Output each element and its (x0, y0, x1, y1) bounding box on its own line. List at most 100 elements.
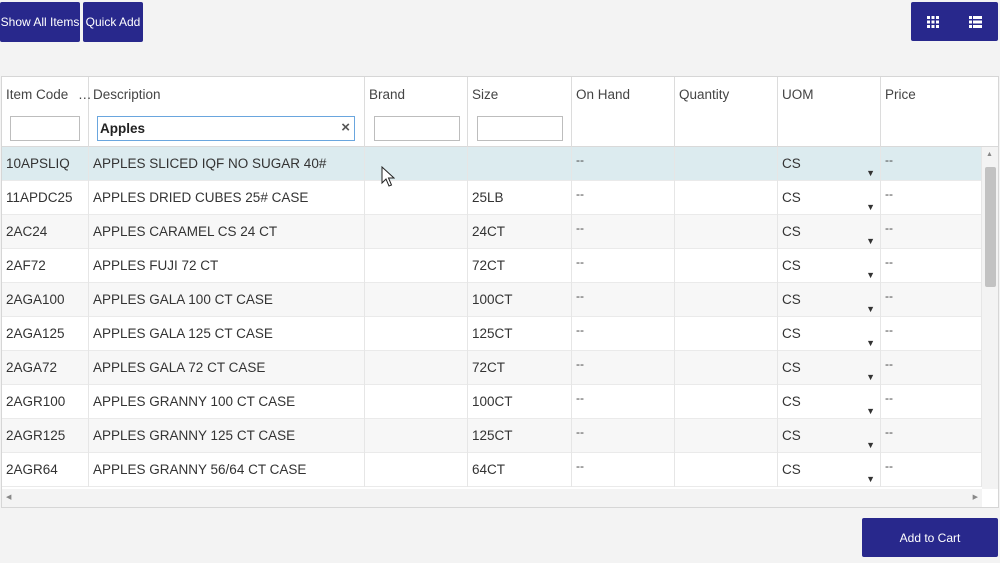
column-header-price[interactable]: Price (885, 87, 916, 102)
column-header-uom[interactable]: UOM (778, 77, 881, 147)
scrollbar-thumb[interactable] (985, 167, 996, 287)
description-cell: APPLES DRIED CUBES 25# CASE (89, 181, 365, 215)
brand-cell (365, 419, 468, 453)
quantity-cell[interactable] (675, 181, 778, 215)
table-row[interactable]: 2AGA125 APPLES GALA 125 CT CASE 125CT -- CS ▼… (2, 317, 982, 351)
quick-add-button[interactable]: Quick Add (83, 2, 143, 42)
table-row[interactable]: 2AGR100 APPLES GRANNY 100 CT CASE 100CT -- C… (2, 385, 982, 419)
table-row[interactable]: 10APSLIQ APPLES SLICED IQF NO SUGAR 40# --… (2, 147, 982, 181)
size-cell: 24CT (468, 215, 572, 249)
item-code-cell: 2AGR100 (2, 385, 89, 419)
column-header-quantity[interactable]: Quantity (675, 77, 778, 147)
add-to-cart-button[interactable]: Add to Cart (862, 518, 998, 557)
chevron-down-icon[interactable]: ▼ (866, 474, 875, 484)
table-row[interactable]: 2AGA100 APPLES GALA 100 CT CASE 100CT -- CS ▼… (2, 283, 982, 317)
quantity-cell[interactable] (675, 385, 778, 419)
table-row[interactable]: 2AC24 APPLES CARAMEL CS 24 CT 24CT -- CS ▼ -- (2, 215, 982, 249)
brand-cell (365, 351, 468, 385)
quantity-cell[interactable] (675, 317, 778, 351)
price-cell: -- (881, 385, 982, 419)
vertical-scrollbar[interactable]: ▲ (982, 147, 998, 489)
column-header-brand[interactable]: Brand (365, 77, 468, 147)
uom-select[interactable]: CS ▼ (778, 419, 881, 453)
uom-select[interactable]: CS ▼ (778, 249, 881, 283)
column-header-description[interactable]: Description × (89, 77, 365, 147)
size-cell: 100CT (468, 385, 572, 419)
quantity-cell[interactable] (675, 215, 778, 249)
quantity-cell[interactable] (675, 453, 778, 487)
uom-select[interactable]: CS ▼ (778, 385, 881, 419)
on-hand-cell: -- (572, 283, 675, 317)
grid-body: 10APSLIQ APPLES SLICED IQF NO SUGAR 40# --… (2, 147, 982, 489)
description-cell: APPLES SLICED IQF NO SUGAR 40# (89, 147, 365, 181)
quantity-cell[interactable] (675, 283, 778, 317)
show-all-items-button[interactable]: Show All Items (0, 2, 80, 42)
clear-filter-icon[interactable]: × (341, 119, 350, 136)
brand-cell (365, 215, 468, 249)
brand-cell (365, 453, 468, 487)
table-row[interactable]: 2AGR64 APPLES GRANNY 56/64 CT CASE 64CT -- C… (2, 453, 982, 487)
chevron-down-icon[interactable]: ▼ (866, 372, 875, 382)
column-header-size[interactable]: Size (468, 77, 572, 147)
table-row[interactable]: 2AF72 APPLES FUJI 72 CT 72CT -- CS ▼ -- (2, 249, 982, 283)
item-code-cell: 2AC24 (2, 215, 89, 249)
grid-view-icon (926, 15, 939, 28)
uom-select[interactable]: CS ▼ (778, 181, 881, 215)
uom-select[interactable]: CS ▼ (778, 283, 881, 317)
chevron-down-icon[interactable]: ▼ (866, 338, 875, 348)
scroll-right-icon[interactable]: ▶ (972, 494, 978, 501)
size-filter-input[interactable] (477, 116, 563, 141)
size-cell: 125CT (468, 317, 572, 351)
quantity-cell[interactable] (675, 147, 778, 181)
brand-filter-input[interactable] (374, 116, 460, 141)
chevron-down-icon[interactable]: ▼ (866, 168, 875, 178)
on-hand-cell: -- (572, 249, 675, 283)
on-hand-cell: -- (572, 351, 675, 385)
uom-select[interactable]: CS ▼ (778, 147, 881, 181)
scroll-left-icon[interactable]: ◀ (6, 494, 12, 501)
price-cell: -- (881, 147, 982, 181)
price-cell: -- (881, 453, 982, 487)
items-grid: Item Code … Description × Brand Size On … (1, 76, 999, 508)
column-header-on-hand[interactable]: On Hand (572, 77, 675, 147)
size-cell: 125CT (468, 419, 572, 453)
chevron-down-icon[interactable]: ▼ (866, 406, 875, 416)
chevron-down-icon[interactable]: ▼ (866, 236, 875, 246)
price-cell: -- (881, 249, 982, 283)
uom-select[interactable]: CS ▼ (778, 453, 881, 487)
table-row[interactable]: 11APDC25 APPLES DRIED CUBES 25# CASE 25LB -… (2, 181, 982, 215)
uom-select[interactable]: CS ▼ (778, 317, 881, 351)
scroll-up-icon[interactable]: ▲ (986, 151, 993, 158)
chevron-down-icon[interactable]: ▼ (866, 440, 875, 450)
item-code-cell: 2AGA100 (2, 283, 89, 317)
list-view-button[interactable] (954, 2, 997, 41)
table-row[interactable]: 2AGA72 APPLES GALA 72 CT CASE 72CT -- CS ▼ -- (2, 351, 982, 385)
size-cell: 72CT (468, 249, 572, 283)
quantity-cell[interactable] (675, 249, 778, 283)
chevron-down-icon[interactable]: ▼ (866, 270, 875, 280)
quantity-cell[interactable] (675, 419, 778, 453)
chevron-down-icon[interactable]: ▼ (866, 202, 875, 212)
quantity-cell[interactable] (675, 351, 778, 385)
horizontal-scrollbar[interactable]: ◀ ▶ (2, 489, 982, 507)
column-header-item-code[interactable]: Item Code … (2, 77, 92, 147)
size-cell: 64CT (468, 453, 572, 487)
price-cell: -- (881, 215, 982, 249)
item-code-cell: 11APDC25 (2, 181, 89, 215)
chevron-down-icon[interactable]: ▼ (866, 304, 875, 314)
table-row[interactable]: 2AGR125 APPLES GRANNY 125 CT CASE 125CT -- C… (2, 419, 982, 453)
size-cell: 72CT (468, 351, 572, 385)
brand-cell (365, 283, 468, 317)
uom-select[interactable]: CS ▼ (778, 215, 881, 249)
description-cell: APPLES GRANNY 100 CT CASE (89, 385, 365, 419)
on-hand-cell: -- (572, 419, 675, 453)
description-filter-input[interactable] (98, 117, 334, 139)
grid-view-button[interactable] (911, 2, 954, 41)
item-code-filter-input[interactable] (10, 116, 80, 141)
on-hand-cell: -- (572, 215, 675, 249)
size-cell: 100CT (468, 283, 572, 317)
brand-cell (365, 317, 468, 351)
uom-select[interactable]: CS ▼ (778, 351, 881, 385)
grid-header: Item Code … Description × Brand Size On … (2, 77, 998, 147)
price-cell: -- (881, 317, 982, 351)
